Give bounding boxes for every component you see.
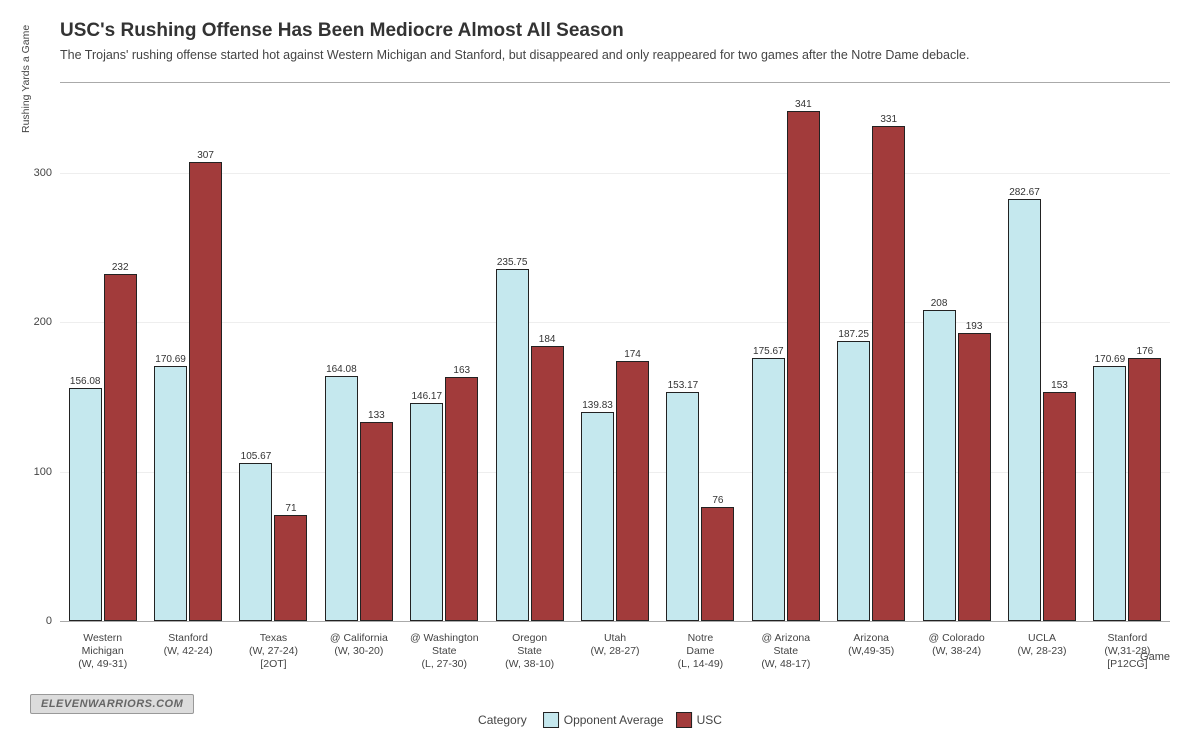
bar-opponent_avg: 170.69 [154,366,187,621]
bar-opponent_avg: 175.67 [752,358,785,621]
bar-value-label: 232 [112,262,129,273]
chart-subtitle: The Trojans' rushing offense started hot… [60,48,1170,62]
x-axis-title: Game [1140,651,1170,663]
x-tick-label: NotreDame(L, 14-49) [658,632,743,671]
bar-usc: 341 [787,111,820,621]
bar-usc: 153 [1043,392,1076,621]
bar-value-label: 153 [1051,380,1068,391]
game-group: 146.17163 [402,83,487,621]
bar-value-label: 331 [880,114,897,125]
x-tick-label: @ California(W, 30-20) [316,632,401,671]
bar-value-label: 282.67 [1009,187,1040,198]
game-group: 164.08133 [316,83,401,621]
bar-opponent_avg: 153.17 [666,392,699,621]
y-tick-label: 200 [34,316,52,328]
x-tick-label: Arizona(W,49-35) [829,632,914,671]
bar-opponent_avg: 164.08 [325,376,358,621]
bar-opponent_avg: 187.25 [837,341,870,621]
bar-opponent_avg: 156.08 [69,388,102,621]
bar-usc: 307 [189,162,222,621]
bar-value-label: 71 [285,503,296,514]
bars-row: 156.08232170.69307105.6771164.08133146.1… [60,83,1170,621]
x-axis-labels: WesternMichigan(W, 49-31)Stanford(W, 42-… [60,632,1170,671]
bar-usc: 133 [360,422,393,621]
bar-opponent_avg: 139.83 [581,412,614,621]
game-group: 105.6771 [231,83,316,621]
bar-opponent_avg: 105.67 [239,463,272,621]
x-tick-label: Texas(W, 27-24)[2OT] [231,632,316,671]
game-group: 170.69307 [145,83,230,621]
bar-usc: 193 [958,333,991,621]
bar-usc: 184 [531,346,564,621]
bar-value-label: 153.17 [668,380,699,391]
bar-usc: 331 [872,126,905,621]
chart-container: USC's Rushing Offense Has Been Mediocre … [60,20,1170,694]
legend: Category Opponent Average USC [478,712,722,728]
bar-value-label: 163 [453,365,470,376]
game-group: 235.75184 [487,83,572,621]
bar-value-label: 146.17 [411,391,442,402]
bar-usc: 232 [104,274,137,621]
chart-title: USC's Rushing Offense Has Been Mediocre … [60,20,1170,42]
bar-value-label: 208 [931,298,948,309]
legend-item-opponent: Opponent Average [543,712,664,728]
bar-value-label: 76 [712,495,723,506]
game-group: 208193 [914,83,999,621]
game-group: 153.1776 [658,83,743,621]
bar-usc: 174 [616,361,649,621]
x-tick-label: @ WashingtonState(L, 27-30) [402,632,487,671]
game-group: 282.67153 [999,83,1084,621]
y-tick-label: 0 [46,615,52,627]
bar-value-label: 235.75 [497,257,528,268]
x-tick-label: OregonState(W, 38-10) [487,632,572,671]
x-tick-label: UCLA(W, 28-23) [999,632,1084,671]
bar-value-label: 170.69 [1095,354,1126,365]
bar-value-label: 156.08 [70,376,101,387]
bar-usc: 71 [274,515,307,621]
x-tick-label: Stanford(W, 42-24) [145,632,230,671]
bar-value-label: 133 [368,410,385,421]
bar-value-label: 187.25 [838,329,869,340]
legend-swatch-opponent [543,712,559,728]
bar-value-label: 105.67 [241,451,272,462]
bar-value-label: 193 [966,321,983,332]
bar-opponent_avg: 146.17 [410,403,443,621]
bar-usc: 76 [701,507,734,621]
legend-title: Category [478,713,527,727]
bar-value-label: 341 [795,99,812,110]
bar-opponent_avg: 235.75 [496,269,529,621]
legend-label-usc: USC [697,713,722,727]
y-tick-label: 100 [34,466,52,478]
x-tick-label: WesternMichigan(W, 49-31) [60,632,145,671]
bar-opponent_avg: 208 [923,310,956,621]
game-group: 175.67341 [743,83,828,621]
bar-value-label: 174 [624,349,641,360]
bar-usc: 176 [1128,358,1161,621]
bar-opponent_avg: 282.67 [1008,199,1041,621]
bar-value-label: 164.08 [326,364,357,375]
game-group: 170.69176 [1085,83,1170,621]
bar-value-label: 307 [197,150,214,161]
bar-value-label: 176 [1137,346,1154,357]
game-group: 139.83174 [572,83,657,621]
legend-swatch-usc [676,712,692,728]
x-tick-label: Utah(W, 28-27) [572,632,657,671]
bar-value-label: 139.83 [582,400,613,411]
y-axis-title: Rushing Yards a Game [20,25,32,133]
bar-opponent_avg: 170.69 [1093,366,1126,621]
bar-usc: 163 [445,377,478,621]
x-tick-label: @ ArizonaState(W, 48-17) [743,632,828,671]
y-tick-label: 300 [34,167,52,179]
bar-value-label: 170.69 [155,354,186,365]
watermark: ELEVENWARRIORS.COM [30,694,194,714]
legend-label-opponent: Opponent Average [564,713,664,727]
legend-item-usc: USC [676,712,722,728]
game-group: 187.25331 [829,83,914,621]
bar-value-label: 175.67 [753,346,784,357]
plot-area: Rushing Yards a Game Game 0100200300156.… [60,82,1170,622]
game-group: 156.08232 [60,83,145,621]
bar-value-label: 184 [539,334,556,345]
x-tick-label: @ Colorado(W, 38-24) [914,632,999,671]
